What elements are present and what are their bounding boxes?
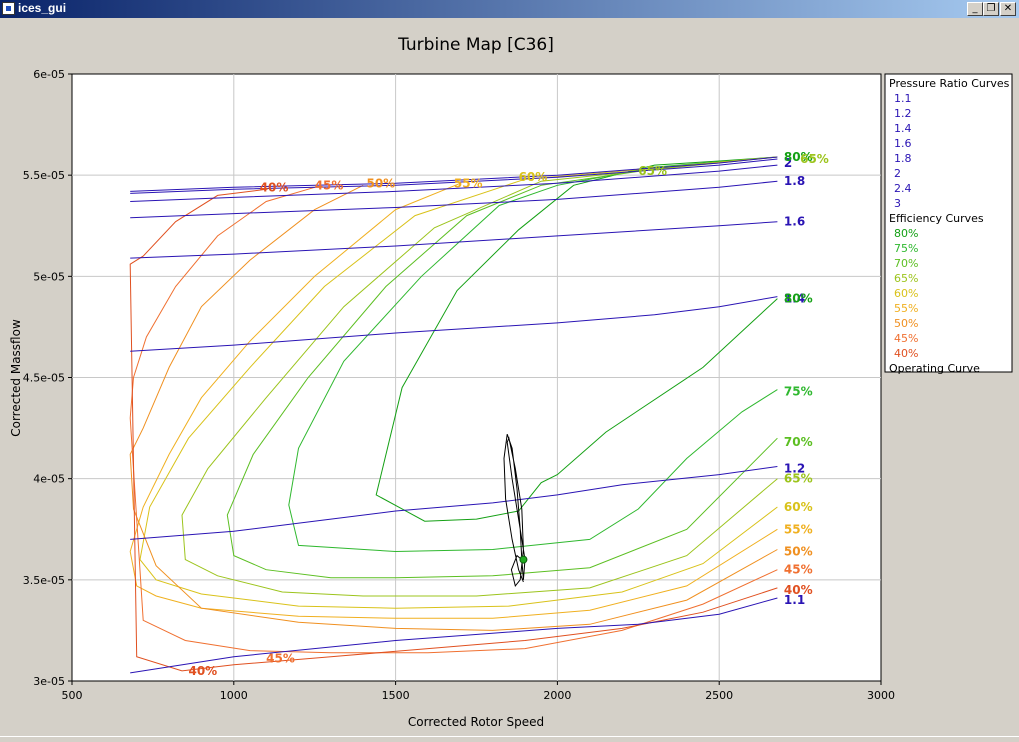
x-tick-label: 2000 <box>543 689 571 702</box>
curve-inline-label: 80% <box>784 292 813 306</box>
x-axis-label: Corrected Rotor Speed <box>408 715 544 729</box>
y-axis-label: Corrected Massflow <box>9 319 23 437</box>
curve-inline-label: 55% <box>454 176 483 190</box>
app-icon <box>2 2 15 15</box>
curve-inline-label: 40% <box>260 180 289 194</box>
minimize-button[interactable]: _ <box>967 2 983 16</box>
curve-inline-label: 75% <box>784 385 813 399</box>
legend-item: 80% <box>894 227 918 240</box>
legend-item: 1.8 <box>894 152 912 165</box>
y-tick-label: 5e-05 <box>33 270 65 283</box>
curve-inline-label: 45% <box>784 563 813 577</box>
legend-item: 55% <box>894 302 918 315</box>
restore-button[interactable]: ❐ <box>983 2 999 16</box>
operating-curve <box>503 434 526 588</box>
legend-item: 1.4 <box>894 122 912 135</box>
curves <box>129 156 778 674</box>
turbine-map-chart: Turbine Map [C36] 500 1000 1500 2000 2500 300… <box>2 18 1017 736</box>
legend-item: 1.1 <box>894 92 912 105</box>
curve-inline-label: 1.1 <box>784 593 805 607</box>
legend-item: 1.6 <box>894 137 912 150</box>
efficiency-curve-50pct <box>129 184 778 631</box>
y-tick-label: 4.5e-05 <box>23 372 65 385</box>
legend-item: 75% <box>894 242 918 255</box>
chart-area: Turbine Map [C36] 500 1000 1500 2000 2500 300… <box>2 18 1017 736</box>
efficiency-curve-45pct <box>129 186 778 654</box>
window-titlebar: ices_gui _ ❐ ✕ <box>0 0 1019 18</box>
curve-inline-label: 65% <box>638 164 667 178</box>
x-tick-label: 1000 <box>220 689 248 702</box>
x-tick-label: 2500 <box>705 689 733 702</box>
legend-header: Efficiency Curves <box>889 212 984 225</box>
curve-inline-label: 2 <box>784 156 792 170</box>
legend-item: 1.2 <box>894 107 912 120</box>
chart-title: Turbine Map [C36] <box>397 35 554 55</box>
legend-item: 50% <box>894 317 918 330</box>
legend-operating-curve: Operating Curve <box>889 362 980 375</box>
legend-item: 70% <box>894 257 918 270</box>
curve-inline-label: 45% <box>315 178 344 192</box>
legend-box <box>884 73 1013 373</box>
curve-inline-label: 65% <box>800 152 829 166</box>
curve-inline-label: 40% <box>784 583 813 597</box>
curve-inline-label: 1.6 <box>784 215 805 229</box>
legend-item: 65% <box>894 272 918 285</box>
close-button[interactable]: ✕ <box>1000 2 1016 16</box>
curve-inline-label: 1.4 <box>784 292 805 306</box>
pressure-ratio-curve-1_8 <box>130 180 778 219</box>
y-tick-label: 4e-05 <box>33 473 65 486</box>
pressure-ratio-curve-3 <box>130 156 778 192</box>
curve-inline-label: 50% <box>784 545 813 559</box>
curve-inline-label: 65% <box>784 472 813 486</box>
y-tick-label: 6e-05 <box>33 68 65 81</box>
efficiency-curve-40pct <box>129 188 778 672</box>
axis-ticks: 500 1000 1500 2000 2500 3000 3e-05 3.5e-05 4e-05… <box>23 68 895 702</box>
pressure-ratio-curve-1_2 <box>130 466 778 540</box>
operating-curve-group <box>503 434 528 588</box>
curve-inline-label: 60% <box>784 500 813 514</box>
curve-inline-label: 80% <box>784 150 813 164</box>
pressure-ratio-curve-1_1 <box>130 597 778 674</box>
x-tick-label: 3000 <box>867 689 895 702</box>
curve-inline-label: 45% <box>266 652 295 666</box>
pressure-ratio-curve-2 <box>130 164 778 202</box>
efficiency-curve-65pct <box>181 156 778 597</box>
legend-item: 2.4 <box>894 182 912 195</box>
efficiency-curve-70pct <box>226 156 778 579</box>
curve-inline-label: 60% <box>519 170 548 184</box>
curve-inline-label: 55% <box>784 522 813 536</box>
efficiency-curve-75pct <box>288 156 778 553</box>
window-bottom-edge <box>0 736 1019 742</box>
inline-labels: 1.11.21.41.61.8280%75%70%65%60%55%50%45%… <box>188 150 828 678</box>
legend-item: 45% <box>894 332 918 345</box>
legend-item: 2 <box>894 167 901 180</box>
pressure-ratio-curve-1_4 <box>130 296 778 352</box>
operating-point-marker <box>519 555 528 564</box>
grid <box>72 74 881 681</box>
pressure-ratio-curve-2_4 <box>130 158 778 194</box>
legend: Pressure Ratio Curves 1.1 1.2 1.4 1.6 1.8 2 2.4… <box>884 73 1013 375</box>
y-tick-label: 5.5e-05 <box>23 169 65 182</box>
curve-inline-label: 40% <box>188 664 217 678</box>
efficiency-curve-55pct <box>129 182 778 619</box>
x-tick-label: 500 <box>62 689 83 702</box>
window-title: ices_gui <box>18 1 67 15</box>
legend-item: 3 <box>894 197 901 210</box>
pressure-ratio-curve-1_6 <box>130 221 778 259</box>
efficiency-curve-60pct <box>139 156 778 609</box>
legend-item: 40% <box>894 347 918 360</box>
y-tick-label: 3.5e-05 <box>23 574 65 587</box>
curve-inline-label: 1.8 <box>784 174 805 188</box>
curve-inline-label: 1.2 <box>784 462 805 476</box>
legend-header: Pressure Ratio Curves <box>889 77 1010 90</box>
x-tick-label: 1500 <box>382 689 410 702</box>
y-tick-label: 3e-05 <box>33 675 65 688</box>
curve-inline-label: 70% <box>784 435 813 449</box>
legend-item: 60% <box>894 287 918 300</box>
curve-inline-label: 50% <box>366 176 395 190</box>
